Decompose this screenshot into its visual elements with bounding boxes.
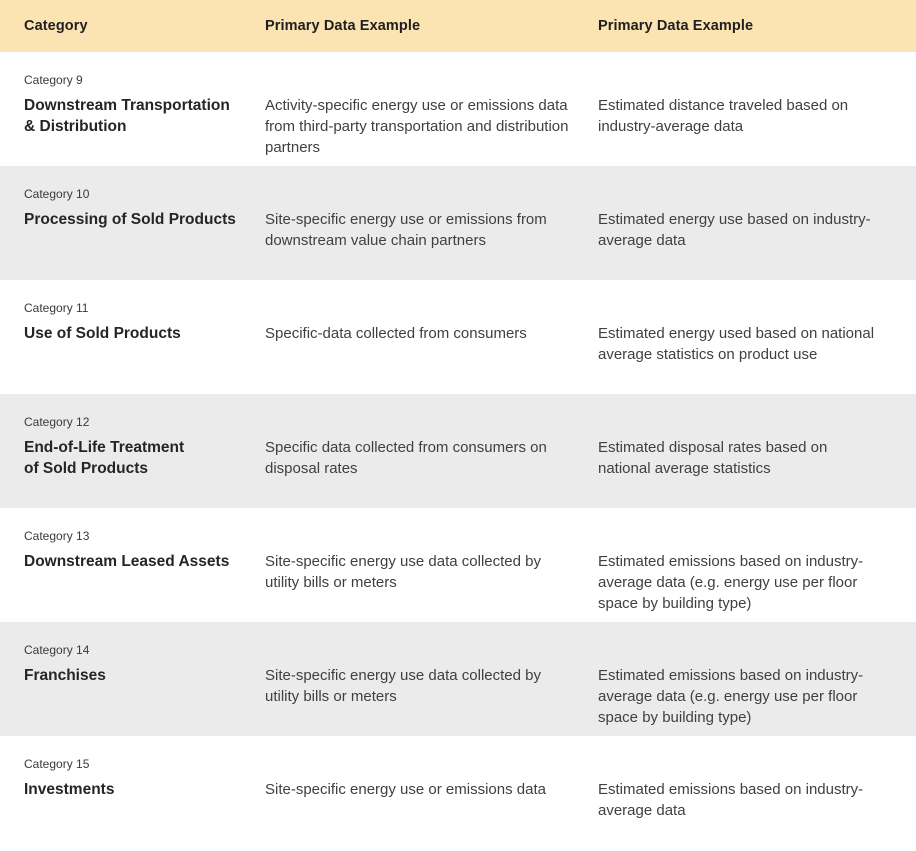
category-name: Downstream Transportation & Distribution — [24, 97, 230, 135]
category-number-label: Category 9 — [24, 73, 83, 87]
primary-data-example-cell-2: Estimated distance traveled based on ind… — [598, 97, 849, 135]
primary-data-example-cell: Site-specific energy use or emissions da… — [265, 781, 546, 798]
table-row: Category 11 Use of Sold Products Specifi… — [0, 280, 916, 394]
category-name: Investments — [24, 781, 115, 798]
primary-data-example-cell: Site-specific energy use data collected … — [265, 667, 541, 705]
category-cell: Category 13 Downstream Leased Assets — [24, 508, 265, 622]
primary-data-example-cell-2: Estimated emissions based on industry-av… — [598, 667, 864, 726]
table-row: Category 12 End-of-Life Treatment of Sol… — [0, 394, 916, 508]
category-number-label: Category 12 — [24, 415, 90, 429]
category-number-label: Category 11 — [24, 301, 89, 315]
primary-data-example-cell-2: Estimated emissions based on industry-av… — [598, 781, 864, 819]
primary-data-example-cell-2: Estimated emissions based on industry-av… — [598, 553, 864, 612]
primary-data-example-cell: Site-specific energy use or emissions fr… — [265, 211, 547, 249]
column-header-category: Category — [24, 18, 88, 34]
table-row: Category 14 Franchises Site-specific ene… — [0, 622, 916, 736]
category-number-label: Category 15 — [24, 757, 90, 771]
primary-data-example-cell: Specific data collected from consumers o… — [265, 439, 547, 477]
primary-data-example-cell-2: Estimated energy use based on industry-a… — [598, 211, 871, 249]
category-name: Processing of Sold Products — [24, 211, 236, 228]
primary-data-example-cell-2: Estimated disposal rates based on nation… — [598, 439, 828, 477]
primary-data-example-cell: Activity-specific energy use or emission… — [265, 97, 569, 156]
category-cell: Category 14 Franchises — [24, 622, 265, 736]
category-cell: Category 15 Investments — [24, 736, 265, 850]
category-cell: Category 12 End-of-Life Treatment of Sol… — [24, 394, 265, 508]
table-row: Category 10 Processing of Sold Products … — [0, 166, 916, 280]
table-row: Category 15 Investments Site-specific en… — [0, 736, 916, 850]
category-cell: Category 10 Processing of Sold Products — [24, 166, 265, 280]
category-name: End-of-Life Treatment of Sold Products — [24, 439, 185, 477]
category-number-label: Category 14 — [24, 643, 90, 657]
column-header-primary-data-example-2: Primary Data Example — [598, 18, 754, 34]
category-number-label: Category 13 — [24, 529, 90, 543]
primary-data-example-cell: Specific-data collected from consumers — [265, 325, 527, 342]
category-cell: Category 9 Downstream Transportation & D… — [24, 52, 265, 166]
table-row: Category 13 Downstream Leased Assets Sit… — [0, 508, 916, 622]
table-row: Category 9 Downstream Transportation & D… — [0, 52, 916, 166]
category-name: Downstream Leased Assets — [24, 553, 230, 570]
category-number-label: Category 10 — [24, 187, 90, 201]
primary-data-example-cell-2: Estimated energy used based on national … — [598, 325, 875, 363]
column-header-primary-data-example-1: Primary Data Example — [265, 18, 421, 34]
category-name: Franchises — [24, 667, 106, 684]
table-header-row: Category Primary Data Example Primary Da… — [0, 0, 916, 52]
primary-data-example-cell: Site-specific energy use data collected … — [265, 553, 541, 591]
category-cell: Category 11 Use of Sold Products — [24, 280, 265, 394]
category-name: Use of Sold Products — [24, 325, 181, 342]
